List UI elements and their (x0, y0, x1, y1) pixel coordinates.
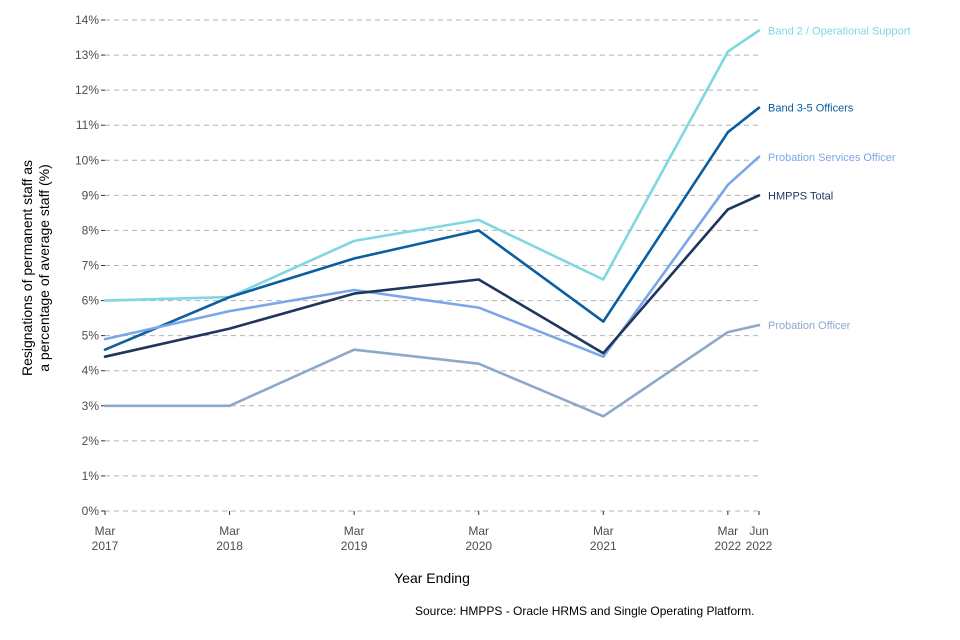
y-tick-label: 7% (82, 259, 100, 273)
x-axis-title: Year Ending (394, 570, 470, 586)
series-label-probation-services-officer: Probation Services Officer (768, 152, 896, 164)
gridlines (105, 19, 759, 512)
y-axis-title-line-1: Resignations of permanent staff as (19, 160, 35, 376)
y-tick-label: 1% (82, 469, 100, 483)
x-tick-label-month: Mar (219, 524, 240, 538)
series-label-probation-officer: Probation Officer (768, 320, 851, 332)
x-axis-ticks: Mar2017Mar2018Mar2019Mar2020Mar2021Mar20… (92, 511, 773, 553)
x-tick-label-month: Mar (718, 524, 739, 538)
series-line-band-2-operational-support (103, 29, 761, 302)
y-tick-label: 13% (75, 48, 99, 62)
x-tick-label-year: 2022 (715, 539, 742, 553)
series-label-band-2-operational-support: Band 2 / Operational Support (768, 26, 910, 38)
series-line-hmpps-total (103, 194, 761, 359)
x-tick-label-year: 2019 (341, 539, 368, 553)
series-line-probation-services-officer (103, 155, 761, 359)
y-tick-label: 11% (76, 118, 99, 132)
y-tick-label: 14% (75, 13, 99, 27)
y-axis-title-line-2: a percentage of average staff (%) (36, 164, 52, 372)
y-tick-label: 6% (82, 294, 100, 308)
x-tick-label-month: Jun (749, 524, 768, 538)
x-tick-label-year: 2018 (216, 539, 243, 553)
series-label-hmpps-total: HMPPS Total (768, 190, 833, 202)
y-tick-label: 0% (82, 504, 100, 518)
x-tick-label-year: 2022 (746, 539, 773, 553)
series-line-band-3-5-officers (103, 106, 761, 352)
series-label-band-3-5-officers: Band 3-5 Officers (768, 103, 854, 115)
x-tick-label-month: Mar (95, 524, 116, 538)
x-tick-label-year: 2017 (92, 539, 119, 553)
x-tick-label-month: Mar (468, 524, 489, 538)
x-tick-label-year: 2020 (465, 539, 492, 553)
y-tick-label: 3% (82, 399, 100, 413)
x-tick-label-month: Mar (593, 524, 614, 538)
series-line-probation-officer (103, 323, 761, 418)
y-tick-label: 4% (82, 364, 100, 378)
y-tick-label: 9% (82, 188, 100, 202)
y-tick-label: 10% (75, 153, 99, 167)
x-tick-label-month: Mar (344, 524, 365, 538)
y-tick-label: 8% (82, 223, 100, 237)
y-axis-ticks: 0% 1% 2% 3% 4% 5% 6% 7% 8% 9% 10% 11% 12% 13% 14% (75, 13, 105, 518)
series-lines (103, 29, 761, 418)
y-tick-label: 5% (82, 329, 100, 343)
y-tick-label: 2% (82, 434, 100, 448)
y-tick-label: 12% (75, 83, 99, 97)
source-note: Source: HMPPS - Oracle HRMS and Single O… (415, 604, 754, 618)
series-end-labels: Band 2 / Operational Support Band 3-5 Off… (768, 26, 910, 333)
x-tick-label-year: 2021 (590, 539, 617, 553)
